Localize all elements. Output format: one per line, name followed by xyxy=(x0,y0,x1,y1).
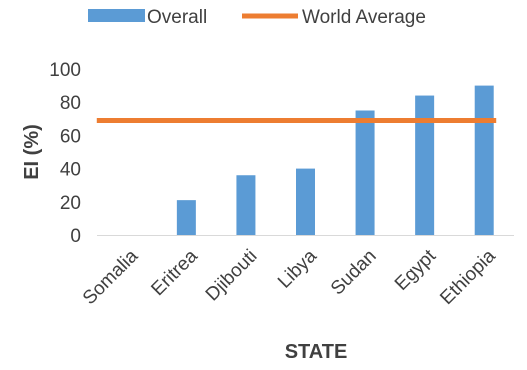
y-tick-label: 0 xyxy=(70,226,81,247)
y-tick-label: 80 xyxy=(60,93,81,114)
legend-label-overall: Overall xyxy=(147,7,207,28)
x-category-label: Djibouti xyxy=(202,246,262,306)
y-tick-label: 40 xyxy=(60,160,81,181)
legend: Overall World Average xyxy=(88,7,426,28)
y-tick-label: 20 xyxy=(60,193,81,214)
x-category-label: Sudan xyxy=(327,246,381,300)
bar xyxy=(355,110,375,235)
bar xyxy=(176,200,196,235)
y-axis-title: EI (%) xyxy=(21,124,43,180)
legend-swatch-overall xyxy=(88,9,145,22)
x-category-label: Ethiopia xyxy=(436,245,500,309)
x-category-label: Somalia xyxy=(79,245,143,309)
bar xyxy=(474,85,494,235)
bar xyxy=(236,175,256,235)
x-category-label: Eritrea xyxy=(147,245,202,300)
legend-label-world-average: World Average xyxy=(302,7,426,28)
y-axis-ticks: 0 20 40 60 80 100 xyxy=(49,60,81,247)
y-tick-label: 60 xyxy=(60,126,81,147)
bar xyxy=(415,95,435,235)
x-axis-categories: Somalia Eritrea Djibouti Libya Sudan EgyptEth… xyxy=(79,245,500,309)
x-axis-title: STATE xyxy=(285,341,348,363)
y-tick-label: 100 xyxy=(49,60,81,81)
x-category-label: Libya xyxy=(274,245,321,292)
bar-series-overall xyxy=(176,85,494,235)
bar xyxy=(296,168,315,235)
x-category-label: Egypt xyxy=(391,245,441,295)
